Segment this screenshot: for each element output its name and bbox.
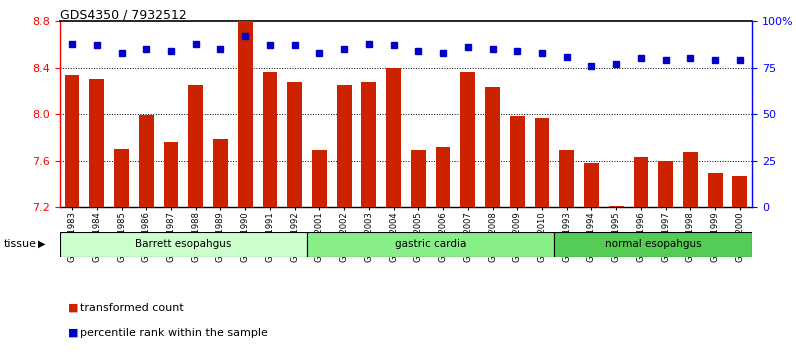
Bar xyxy=(114,149,129,207)
Bar xyxy=(189,85,203,207)
Bar xyxy=(560,150,574,207)
Bar xyxy=(64,75,80,207)
Bar xyxy=(535,118,549,207)
Bar xyxy=(337,85,352,207)
Bar xyxy=(658,161,673,207)
Text: GDS4350 / 7932512: GDS4350 / 7932512 xyxy=(60,9,186,22)
Bar xyxy=(386,68,401,207)
Bar xyxy=(554,232,752,257)
Text: ■: ■ xyxy=(68,303,78,313)
Bar xyxy=(287,82,302,207)
Text: transformed count: transformed count xyxy=(80,303,183,313)
Bar xyxy=(89,79,104,207)
Text: tissue: tissue xyxy=(4,239,37,249)
Bar xyxy=(609,206,623,207)
Bar xyxy=(307,232,554,257)
Bar xyxy=(485,87,500,207)
Text: normal esopahgus: normal esopahgus xyxy=(605,239,701,249)
Bar xyxy=(312,150,327,207)
Bar xyxy=(411,150,426,207)
Bar xyxy=(361,82,377,207)
Bar xyxy=(584,163,599,207)
Bar xyxy=(634,157,648,207)
Text: gastric cardia: gastric cardia xyxy=(395,239,466,249)
Bar xyxy=(213,138,228,207)
Bar xyxy=(732,176,747,207)
Text: ▶: ▶ xyxy=(38,239,45,249)
Bar xyxy=(263,72,277,207)
Bar xyxy=(238,17,252,207)
Bar xyxy=(509,116,525,207)
Bar xyxy=(435,147,451,207)
Text: ■: ■ xyxy=(68,328,78,338)
Bar xyxy=(708,173,723,207)
Bar xyxy=(683,153,698,207)
Bar xyxy=(139,115,154,207)
Text: percentile rank within the sample: percentile rank within the sample xyxy=(80,328,267,338)
Bar xyxy=(460,72,475,207)
Bar xyxy=(60,232,307,257)
Text: Barrett esopahgus: Barrett esopahgus xyxy=(135,239,232,249)
Bar xyxy=(163,142,178,207)
